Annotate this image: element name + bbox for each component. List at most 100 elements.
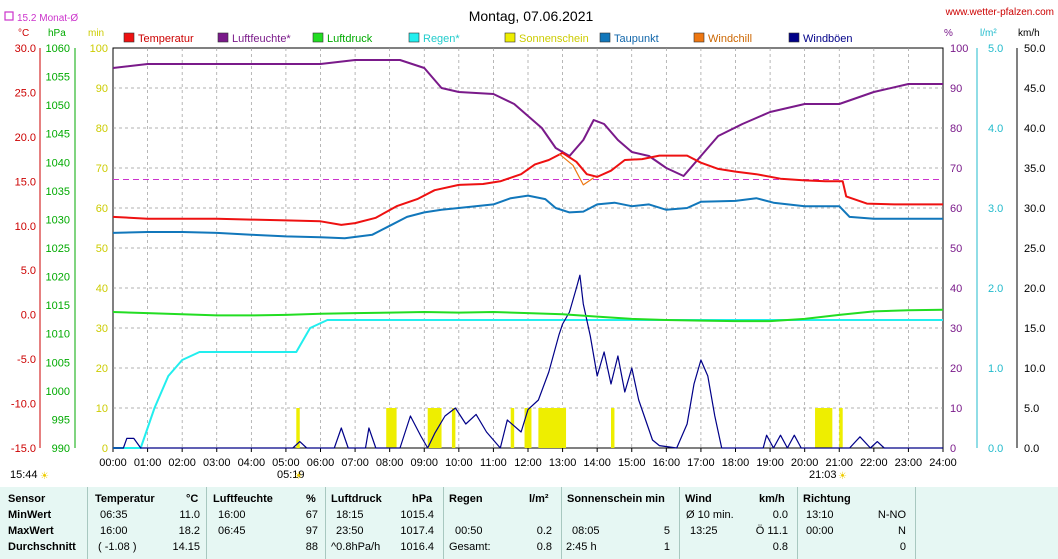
x-tick-label: 00:00 <box>99 457 127 469</box>
stats-header-rain: Regen <box>449 493 483 505</box>
humidity-tick-label: 50 <box>950 243 962 255</box>
stats-temp-time: ( -1.08 ) <box>98 541 137 553</box>
stats-temp-val: 14.15 <box>172 541 200 553</box>
minutes-tick-label: 40 <box>96 283 108 295</box>
stats-press-val: 1016.4 <box>400 541 434 553</box>
x-tick-label: 14:00 <box>583 457 611 469</box>
sun-icon-left: ☀ <box>40 471 49 482</box>
stats-header-wind: Wind <box>685 493 712 505</box>
wind-tick-label: 25.0 <box>1024 243 1045 255</box>
minutes-tick-label: 60 <box>96 203 108 215</box>
windboen-line <box>113 274 943 449</box>
temp-tick-label: 5.0 <box>21 265 36 277</box>
x-tick-label: 23:00 <box>895 457 923 469</box>
humidity-unit: % <box>944 28 953 39</box>
sunshine-bar <box>524 408 532 448</box>
pressure-tick-label: 1035 <box>46 186 70 198</box>
stats-dir-time: 00:00 <box>806 525 834 537</box>
wind-tick-label: 50.0 <box>1024 43 1045 55</box>
series <box>112 59 944 449</box>
temp-tick-label: 10.0 <box>15 221 36 233</box>
pressure-tick-label: 1020 <box>46 272 70 284</box>
wind-unit: km/h <box>1018 28 1040 39</box>
humidity-tick-label: 10 <box>950 403 962 415</box>
x-tick-label: 21:00 <box>825 457 853 469</box>
legend-swatch <box>217 32 229 43</box>
humidity-tick-label: 90 <box>950 83 962 95</box>
temp-tick-label: -10.0 <box>11 399 36 411</box>
wind-tick-label: 35.0 <box>1024 163 1045 175</box>
temp-tick-label: 15.0 <box>15 176 36 188</box>
x-tick-label: 10:00 <box>445 457 473 469</box>
temp-tick-label: -15.0 <box>11 443 36 455</box>
stats-rain-time: 00:50 <box>455 525 483 537</box>
time-left: 15:44 <box>10 469 38 481</box>
minutes-unit: min <box>88 28 104 39</box>
legend-swatch <box>504 32 516 43</box>
wind-tick-label: 40.0 <box>1024 123 1045 135</box>
x-tick-label: 03:00 <box>203 457 231 469</box>
legend-label: Luftdruck <box>327 33 373 45</box>
sunshine-bar <box>386 408 397 448</box>
stats-rain-val: 0.2 <box>536 525 552 537</box>
pressure-tick-label: 1040 <box>46 157 70 169</box>
stats-rain-val: 0.8 <box>536 541 552 553</box>
stats-temp-time: 06:35 <box>100 509 128 521</box>
legend-label: Sonnenschein <box>519 33 589 45</box>
sunset-icon: ☀ <box>838 471 847 482</box>
rain-tick-label: 3.0 <box>988 203 1003 215</box>
sunshine-bar <box>510 408 515 448</box>
legend-swatch <box>408 32 420 43</box>
stats-wind-val: 0.0 <box>772 509 788 521</box>
minutes-tick-label: 90 <box>96 83 108 95</box>
pressure-tick-label: 1010 <box>46 329 70 341</box>
rain-tick-label: 0.0 <box>988 443 1003 455</box>
stats-wind-val: 0.8 <box>772 541 788 553</box>
stats-header-temp-unit: °C <box>186 493 199 505</box>
temperatur-line <box>112 151 943 226</box>
x-tick-label: 11:00 <box>480 457 507 469</box>
pressure-tick-label: 1025 <box>46 243 70 255</box>
minutes-tick-label: 10 <box>96 403 108 415</box>
stats-divider <box>915 487 916 559</box>
stats-header-sun: Sonnenschein min <box>567 493 665 505</box>
sunshine-bar <box>538 408 567 448</box>
stats-divider <box>87 487 88 559</box>
rain-tick-label: 2.0 <box>988 283 1003 295</box>
minutes-tick-label: 0 <box>102 443 108 455</box>
stats-header-press: Luftdruck <box>331 493 382 505</box>
humidity-tick-label: 0 <box>950 443 956 455</box>
stats-header-rain-unit: l/m² <box>529 493 549 505</box>
stats-press-time: 18:15 <box>336 509 364 521</box>
x-tick-label: 02:00 <box>168 457 196 469</box>
sunset-label: 21:03 <box>809 469 837 481</box>
site-link[interactable]: www.wetter-pfalzen.com <box>945 7 1054 18</box>
stats-header-dir: Richtung <box>803 493 851 505</box>
legend-label: Luftfeuchte* <box>232 33 291 45</box>
minutes-tick-label: 70 <box>96 163 108 175</box>
taupunkt-line <box>112 194 943 240</box>
legend-swatch <box>693 32 705 43</box>
x-tick-label: 04:00 <box>238 457 266 469</box>
temp-tick-label: 0.0 <box>21 310 36 322</box>
stats-temp-val: 11.0 <box>179 509 200 521</box>
stats-temp-val: 18.2 <box>178 525 200 537</box>
wind-tick-label: 30.0 <box>1024 203 1045 215</box>
wind-tick-label: 5.0 <box>1024 403 1039 415</box>
minutes-tick-label: 50 <box>96 243 108 255</box>
humidity-tick-label: 40 <box>950 283 962 295</box>
stats-hum-val: 88 <box>305 541 318 553</box>
legend-swatch <box>312 32 324 43</box>
wind-tick-label: 0.0 <box>1024 443 1039 455</box>
legend-label: Regen* <box>423 33 460 45</box>
x-tick-label: 01:00 <box>134 457 162 469</box>
chart-title: Montag, 07.06.2021 <box>469 8 594 24</box>
minutes-tick-label: 20 <box>96 363 108 375</box>
stats-sun-val: 1 <box>663 541 670 553</box>
sunshine-bar <box>839 408 843 448</box>
humidity-tick-label: 60 <box>950 203 962 215</box>
stats-divider <box>443 487 444 559</box>
temp-tick-label: 20.0 <box>15 132 36 144</box>
pressure-tick-label: 1030 <box>46 214 70 226</box>
humidity-tick-label: 70 <box>950 163 962 175</box>
